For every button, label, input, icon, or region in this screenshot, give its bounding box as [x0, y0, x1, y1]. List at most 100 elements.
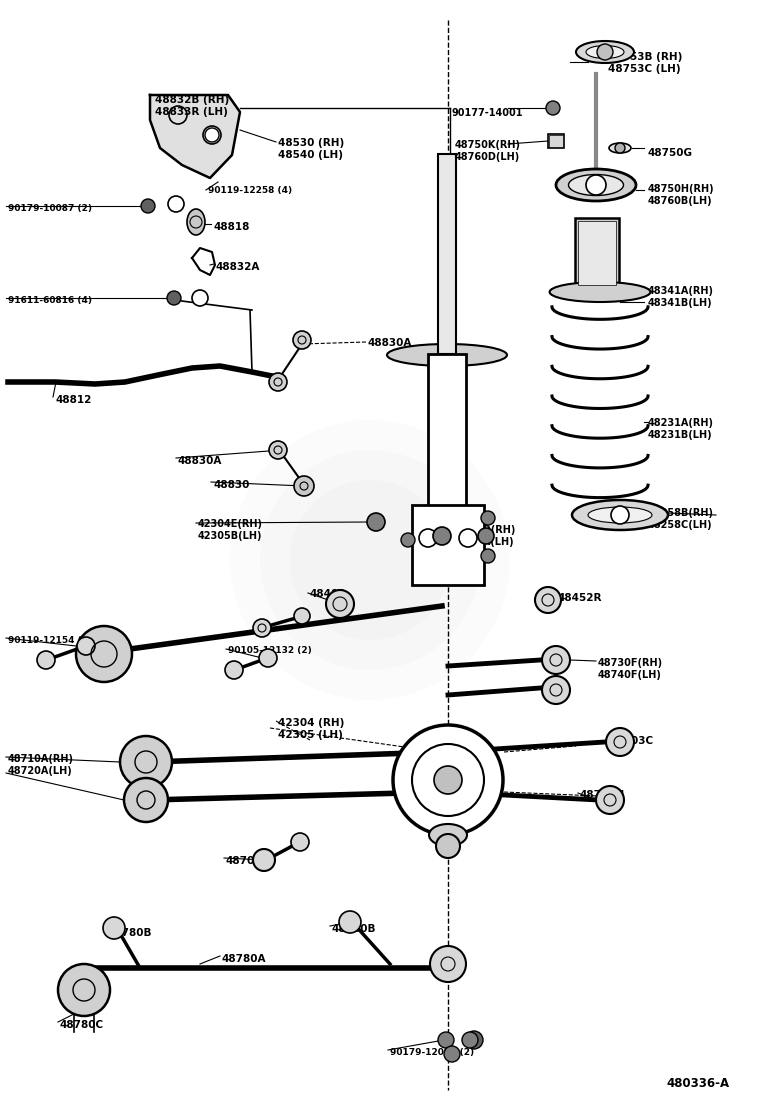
Circle shape — [606, 728, 634, 756]
Circle shape — [438, 1032, 454, 1048]
Circle shape — [77, 637, 95, 655]
Text: 480336-A: 480336-A — [667, 1078, 730, 1090]
Circle shape — [481, 512, 495, 525]
Ellipse shape — [576, 41, 634, 63]
Text: 90179-10087 (2): 90179-10087 (2) — [8, 203, 92, 214]
Text: 48830: 48830 — [213, 480, 249, 490]
Text: 48409: 48409 — [310, 589, 347, 599]
Circle shape — [58, 964, 110, 1016]
Circle shape — [290, 480, 450, 641]
Ellipse shape — [556, 169, 636, 201]
Circle shape — [596, 786, 624, 814]
Text: 48753B (RH)
48753C (LH): 48753B (RH) 48753C (LH) — [608, 52, 682, 73]
Text: 48750G: 48750G — [648, 148, 693, 158]
Circle shape — [192, 290, 208, 306]
Text: 48832A: 48832A — [216, 262, 261, 272]
Text: 91611-60816 (4): 91611-60816 (4) — [8, 296, 92, 305]
Ellipse shape — [588, 507, 652, 523]
Circle shape — [168, 196, 184, 212]
Circle shape — [615, 143, 625, 153]
Circle shape — [546, 101, 560, 115]
Circle shape — [535, 587, 561, 613]
Bar — [438, 153, 456, 354]
Text: 48832B (RH)
48833R (LH): 48832B (RH) 48833R (LH) — [155, 95, 230, 117]
Text: 90119-12258 (4): 90119-12258 (4) — [208, 186, 292, 195]
Circle shape — [260, 450, 480, 671]
Ellipse shape — [187, 209, 205, 235]
Text: 48703E: 48703E — [226, 856, 270, 866]
Circle shape — [430, 946, 466, 982]
Circle shape — [465, 1031, 483, 1049]
Circle shape — [294, 476, 314, 496]
Circle shape — [167, 291, 181, 305]
Circle shape — [542, 676, 570, 704]
Text: 90179-12091 (2): 90179-12091 (2) — [390, 1048, 474, 1058]
Text: 48818: 48818 — [213, 222, 249, 232]
Circle shape — [294, 608, 310, 624]
Text: 42304D(RH)
42305A(LH): 42304D(RH) 42305A(LH) — [450, 525, 516, 547]
Text: 48730F(RH)
48740F(LH): 48730F(RH) 48740F(LH) — [598, 658, 663, 679]
Text: 48231A(RH)
48231B(LH): 48231A(RH) 48231B(LH) — [648, 418, 714, 439]
Text: 48258B(RH)
48258C(LH): 48258B(RH) 48258C(LH) — [648, 508, 714, 529]
Circle shape — [433, 527, 451, 545]
Circle shape — [478, 528, 494, 544]
Circle shape — [103, 917, 125, 939]
Bar — [578, 221, 616, 285]
Ellipse shape — [586, 46, 624, 59]
Circle shape — [367, 513, 385, 532]
Circle shape — [586, 175, 606, 195]
Ellipse shape — [609, 143, 631, 153]
Circle shape — [269, 441, 287, 459]
Text: 42304E(RH)
42305B(LH): 42304E(RH) 42305B(LH) — [198, 519, 263, 540]
Circle shape — [542, 646, 570, 674]
Text: 48452R: 48452R — [558, 593, 603, 603]
Circle shape — [37, 651, 55, 669]
Text: 48750K(RH)
48760D(LH): 48750K(RH) 48760D(LH) — [455, 140, 521, 161]
Polygon shape — [150, 95, 240, 178]
Circle shape — [205, 128, 219, 142]
Bar — [549, 135, 563, 147]
Circle shape — [611, 506, 629, 524]
Circle shape — [225, 661, 243, 679]
Text: 48812: 48812 — [55, 395, 91, 405]
Ellipse shape — [572, 500, 668, 530]
Text: 48780B: 48780B — [332, 924, 376, 934]
Circle shape — [434, 766, 462, 794]
Text: 48703C: 48703C — [610, 736, 654, 746]
Text: 48703H: 48703H — [580, 790, 625, 800]
Text: 48780C: 48780C — [60, 1020, 104, 1030]
Text: 90119-12154 (2): 90119-12154 (2) — [8, 636, 92, 645]
Bar — [575, 218, 619, 288]
Circle shape — [326, 590, 354, 618]
Circle shape — [124, 778, 168, 822]
Text: 48780A: 48780A — [222, 954, 267, 964]
Bar — [412, 505, 484, 585]
Circle shape — [393, 725, 503, 835]
Text: 48710A(RH)
48720A(LH): 48710A(RH) 48720A(LH) — [8, 754, 74, 775]
Circle shape — [141, 199, 155, 214]
Ellipse shape — [429, 824, 467, 846]
Circle shape — [76, 626, 132, 682]
Ellipse shape — [549, 282, 651, 302]
Text: 48830A: 48830A — [368, 338, 413, 348]
Circle shape — [436, 834, 460, 858]
Bar — [428, 354, 466, 509]
Text: 90177-14001: 90177-14001 — [452, 108, 524, 118]
Circle shape — [401, 533, 415, 547]
Text: 48780B: 48780B — [108, 929, 153, 939]
Circle shape — [120, 736, 172, 788]
Text: 90105-12132 (2): 90105-12132 (2) — [228, 646, 312, 655]
Circle shape — [339, 911, 361, 933]
Circle shape — [230, 420, 510, 699]
Ellipse shape — [568, 175, 623, 196]
Text: 42304 (RH)
42305 (LH): 42304 (RH) 42305 (LH) — [278, 718, 344, 739]
Circle shape — [597, 44, 613, 60]
Circle shape — [259, 649, 277, 667]
Circle shape — [444, 1046, 460, 1062]
Text: N: N — [173, 205, 179, 211]
Circle shape — [481, 549, 495, 563]
Circle shape — [291, 833, 309, 851]
Circle shape — [462, 1032, 478, 1048]
Text: B: B — [210, 136, 214, 142]
Circle shape — [269, 373, 287, 391]
